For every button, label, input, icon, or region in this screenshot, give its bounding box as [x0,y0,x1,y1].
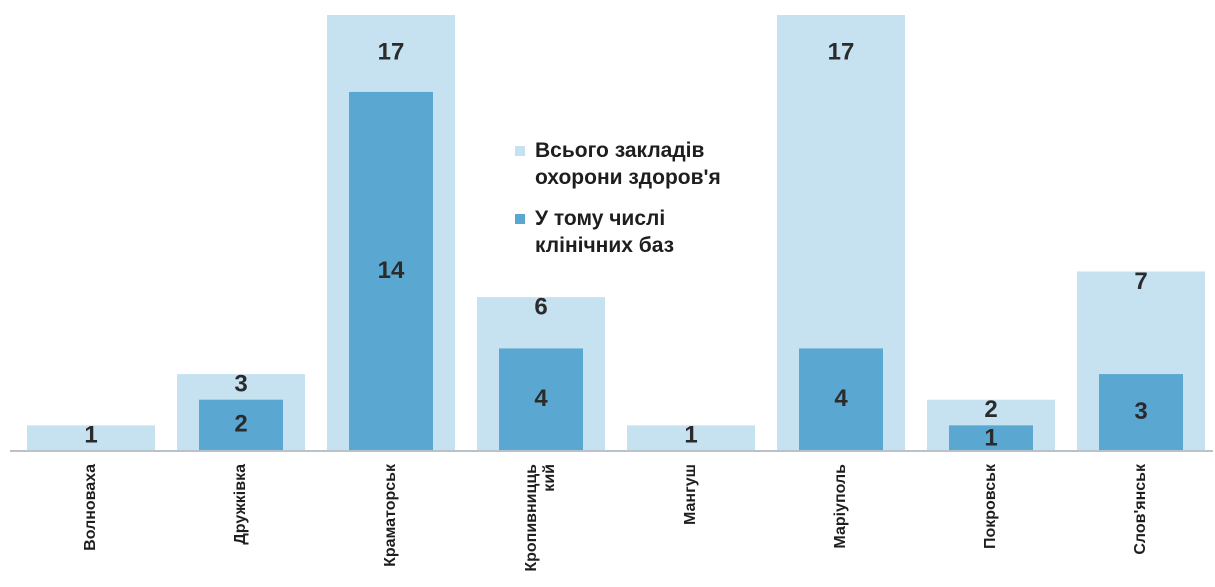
data-label-clinical-cat-3: 14 [378,257,405,284]
data-label-clinical-cat-2: 2 [234,411,247,438]
category-label-cat-6-line-1: Маріуполь [832,464,849,549]
category-label-cat-1-line-1: Волноваха [82,464,99,551]
legend-label-total: Всього закладів охорони здоров'я [535,137,721,191]
legend-label-total-line-1: Всього закладів [535,139,705,162]
legend-swatch-clinical [515,214,525,224]
category-labels: Волноваха Дружківка Краматорськ Кропивницць… [82,463,1149,572]
data-label-total-cat-5: 1 [684,421,697,448]
data-labels-clinical: 2 14 4 4 1 3 [234,257,1147,452]
legend-label-clinical-line-1: У тому числі [535,207,666,230]
data-label-clinical-cat-7: 1 [984,424,997,451]
category-label-cat-3-line-1: Краматорськ [382,463,399,567]
category-label-cat-4-line-2: кий [541,464,558,492]
data-label-total-cat-2: 3 [234,370,247,397]
legend-item-clinical: У тому числі клінічних баз [515,205,785,259]
data-label-total-cat-8: 7 [1134,268,1147,295]
category-label-cat-8-line-1: Слов'янськ [1132,463,1149,555]
category-label-cat-1: Волноваха [82,464,99,551]
category-label-cat-2: Дружківка [232,464,249,545]
category-label-cat-6: Маріуполь [832,464,849,549]
bar-total-cat-1 [27,425,155,451]
bar-total-cat-5 [627,425,755,451]
data-label-total-cat-3: 17 [378,38,405,65]
bar-clinical-cat-4 [499,348,583,451]
category-label-cat-7-line-1: Покровськ [982,463,999,549]
bar-clinical-cat-7 [949,425,1033,451]
data-label-total-cat-4: 6 [534,293,547,320]
category-label-cat-7: Покровськ [982,463,999,549]
legend-item-total: Всього закладів охорони здоров'я [515,137,785,191]
data-label-total-cat-6: 17 [828,38,855,65]
category-label-cat-2-line-1: Дружківка [232,464,249,545]
data-labels-total: 1 3 17 6 1 17 2 7 [84,38,1147,448]
legend-label-clinical-line-2: клінічних баз [535,234,675,257]
category-label-cat-4-line-1: Кропивницць [523,464,540,572]
data-label-clinical-cat-4: 4 [534,385,548,412]
category-label-cat-3: Краматорськ [382,463,399,567]
legend: Всього закладів охорони здоров'я У тому … [515,137,785,273]
category-label-cat-5: Мангуш [682,464,699,525]
data-label-total-cat-7: 2 [984,396,997,423]
bars-clinical-series [199,91,1183,452]
data-label-total-cat-1: 1 [84,421,97,448]
legend-label-total-line-2: охорони здоров'я [535,166,721,189]
data-label-clinical-cat-6: 4 [834,385,848,412]
category-label-cat-5-line-1: Мангуш [682,464,699,525]
category-label-cat-4: Кропивницць кий [523,464,558,572]
legend-swatch-total [515,146,525,156]
legend-label-clinical: У тому числі клінічних баз [535,205,674,259]
bar-clinical-cat-2 [199,399,283,451]
category-label-cat-8: Слов'янськ [1132,463,1149,555]
bar-clinical-cat-8 [1099,374,1183,451]
bar-clinical-cat-6 [799,348,883,451]
bar-clinical-cat-3 [349,91,433,452]
data-label-clinical-cat-8: 3 [1134,398,1147,425]
